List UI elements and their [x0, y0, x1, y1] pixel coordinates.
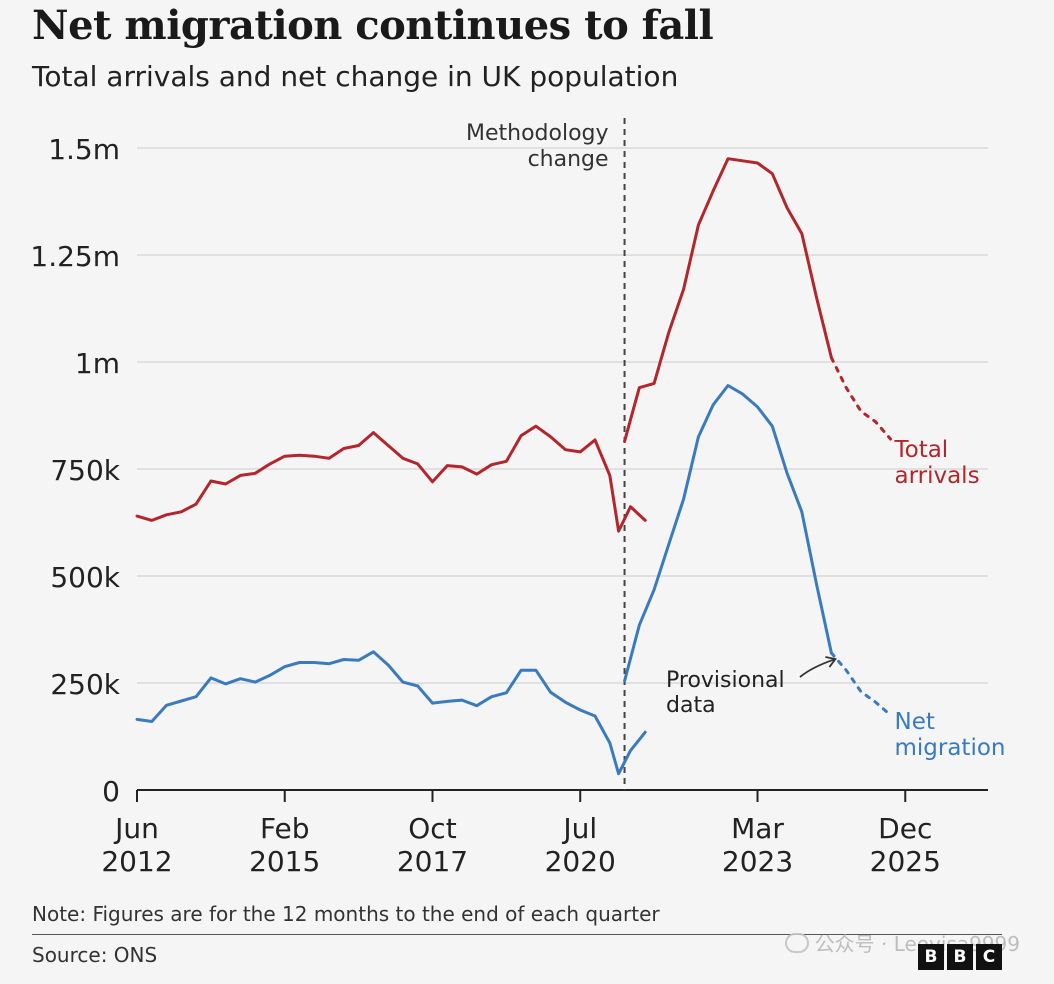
x-tick-label: Oct 2017	[397, 812, 468, 878]
methodology-label-line: change	[528, 147, 609, 172]
x-axis-tick-labels: Jun 2012 Feb 2015 Oct 2017 Jul 2020 Mar 2023 Dec 20…	[101, 790, 941, 878]
gridlines	[137, 147, 988, 684]
bbc-logo-letter: B	[947, 944, 973, 970]
chart-title: Net migration continues to fall	[32, 2, 714, 49]
line-chart: 0 250k 500k 750k 1m 1.25m 1.5m Jun 2012 Feb 2015 O…	[30, 118, 1006, 878]
y-tick-label: 1.5m	[48, 133, 120, 166]
provisional-arrow	[799, 658, 836, 678]
series-lines	[135, 157, 892, 776]
series-line	[623, 384, 833, 683]
provisional-arrowhead	[825, 656, 837, 668]
y-tick-label: 1m	[75, 347, 120, 380]
series-provisional-line	[829, 651, 892, 717]
series-label-line: arrivals	[894, 463, 979, 489]
x-tick-label: Mar 2023	[722, 812, 793, 878]
series-label-line: Net	[894, 709, 934, 735]
bbc-logo-letter: B	[918, 944, 944, 970]
series-label-line: Total	[893, 437, 948, 463]
x-tick-label: Jul 2020	[545, 812, 616, 878]
y-tick-label: 750k	[50, 454, 120, 487]
chart-subtitle: Total arrivals and net change in UK popu…	[32, 60, 679, 93]
y-tick-label: 250k	[50, 668, 120, 701]
chart-source: Source: ONS	[32, 943, 158, 967]
y-tick-label: 0	[102, 775, 120, 808]
y-tick-label: 1.25m	[30, 240, 120, 273]
series-label-line: migration	[894, 735, 1005, 761]
bbc-logo: B B C	[918, 944, 1002, 970]
x-tick-label: Dec 2025	[870, 812, 941, 878]
y-axis-tick-labels: 0 250k 500k 750k 1m 1.25m 1.5m	[30, 133, 120, 808]
series-provisional-line	[829, 356, 892, 441]
chart-note: Note: Figures are for the 12 months to t…	[32, 902, 660, 926]
series-line	[135, 424, 647, 533]
x-tick-label: Jun 2012	[101, 812, 172, 878]
wechat-icon	[784, 932, 809, 953]
provisional-label-line: Provisional	[666, 668, 785, 693]
methodology-label-line: Methodology	[466, 121, 609, 146]
series-line	[623, 157, 833, 443]
bbc-logo-letter: C	[976, 944, 1002, 970]
x-tick-label: Feb 2015	[249, 812, 320, 878]
provisional-label-line: data	[666, 693, 716, 718]
series-line	[135, 650, 647, 776]
footer-divider	[32, 934, 1002, 935]
y-tick-label: 500k	[50, 561, 120, 594]
